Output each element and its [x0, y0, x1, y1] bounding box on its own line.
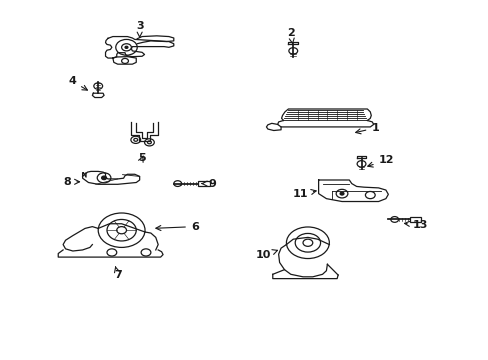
Circle shape — [339, 192, 343, 195]
Bar — [409, 217, 420, 222]
Text: 7: 7 — [114, 267, 122, 280]
Text: 1: 1 — [355, 123, 378, 134]
Circle shape — [125, 46, 128, 48]
Text: 3: 3 — [136, 21, 143, 37]
Text: 8: 8 — [63, 177, 80, 187]
Text: 11: 11 — [292, 189, 316, 199]
Text: 13: 13 — [404, 220, 427, 230]
Text: 9: 9 — [202, 179, 215, 189]
Text: 12: 12 — [367, 155, 393, 167]
Text: 5: 5 — [138, 153, 145, 163]
Text: 6: 6 — [156, 222, 198, 231]
Text: 10: 10 — [255, 250, 277, 260]
Text: 4: 4 — [68, 76, 87, 90]
Bar — [198, 181, 210, 186]
Text: 2: 2 — [286, 28, 294, 44]
Circle shape — [102, 176, 106, 180]
